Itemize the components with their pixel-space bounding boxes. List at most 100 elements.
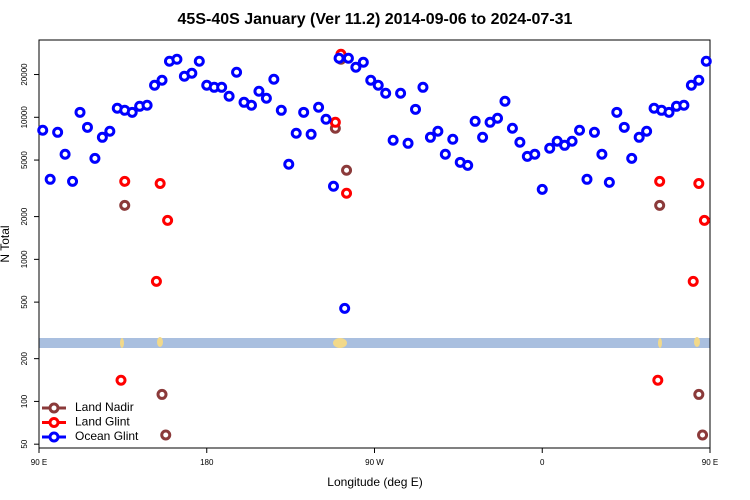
point xyxy=(154,177,166,189)
point xyxy=(216,81,228,93)
point xyxy=(150,275,162,287)
legend-label: Land Nadir xyxy=(75,400,134,414)
y-tick-label: 1000 xyxy=(20,250,29,268)
point xyxy=(611,106,623,118)
point xyxy=(697,429,709,441)
point xyxy=(283,158,295,170)
point xyxy=(89,152,101,164)
point xyxy=(387,134,399,146)
point xyxy=(654,175,666,187)
point xyxy=(402,137,414,149)
point xyxy=(341,187,353,199)
y-tick-label: 5000 xyxy=(20,151,29,169)
point xyxy=(253,85,265,97)
point xyxy=(268,73,280,85)
point xyxy=(652,374,664,386)
point xyxy=(231,66,243,78)
point xyxy=(432,125,444,137)
point xyxy=(44,173,56,185)
point xyxy=(424,131,436,143)
point xyxy=(693,388,705,400)
point xyxy=(126,106,138,118)
point xyxy=(156,74,168,86)
x-axis-label: Longitude (deg E) xyxy=(327,475,422,489)
point xyxy=(506,122,518,134)
point xyxy=(74,106,86,118)
point xyxy=(693,177,705,189)
point xyxy=(439,148,451,160)
point xyxy=(52,126,64,138)
point xyxy=(119,199,131,211)
point xyxy=(469,115,481,127)
legend-marker xyxy=(48,402,60,414)
point xyxy=(372,79,384,91)
point xyxy=(260,92,272,104)
point xyxy=(633,131,645,143)
point xyxy=(305,128,317,140)
point xyxy=(313,101,325,113)
point xyxy=(492,112,504,124)
legend-marker xyxy=(48,431,60,443)
point xyxy=(685,79,697,91)
point xyxy=(81,121,93,133)
point xyxy=(67,175,79,187)
point xyxy=(462,159,474,171)
point xyxy=(514,136,526,148)
y-tick-label: 100 xyxy=(20,394,29,408)
legend-label: Ocean Glint xyxy=(75,429,139,443)
point xyxy=(186,67,198,79)
point xyxy=(104,125,116,137)
point xyxy=(160,429,172,441)
point xyxy=(410,103,422,115)
x-tick-label: 0 xyxy=(540,458,545,467)
point xyxy=(698,214,710,226)
point xyxy=(663,106,675,118)
legend-label: Land Glint xyxy=(75,415,130,429)
point xyxy=(59,148,71,160)
legend-marker xyxy=(48,417,60,428)
y-tick-label: 20000 xyxy=(20,63,29,86)
point xyxy=(395,87,407,99)
y-axis-label: N Total xyxy=(0,225,12,262)
point xyxy=(477,131,489,143)
x-tick-label: 90 E xyxy=(31,458,47,467)
point xyxy=(544,142,556,154)
y-tick-label: 50 xyxy=(20,439,29,448)
point xyxy=(581,173,593,185)
point xyxy=(529,148,541,160)
point xyxy=(687,275,699,287)
point xyxy=(149,79,161,91)
y-tick-label: 200 xyxy=(20,351,29,365)
point xyxy=(693,74,705,86)
y-tick-label: 10000 xyxy=(20,106,29,129)
point xyxy=(141,99,153,111)
point xyxy=(320,113,332,125)
point xyxy=(193,55,205,67)
point xyxy=(171,53,183,65)
point xyxy=(596,148,608,160)
point xyxy=(290,127,302,139)
point xyxy=(357,56,369,68)
x-tick-label: 180 xyxy=(200,458,214,467)
point xyxy=(339,302,351,314)
point xyxy=(626,152,638,164)
point xyxy=(566,135,578,147)
point xyxy=(618,121,630,133)
point xyxy=(329,116,341,128)
point xyxy=(536,183,548,195)
point xyxy=(417,81,429,93)
point xyxy=(350,61,362,73)
y-tick-label: 2000 xyxy=(20,207,29,225)
point xyxy=(156,388,168,400)
point xyxy=(327,180,339,192)
point xyxy=(333,52,345,64)
point xyxy=(342,52,354,64)
point xyxy=(162,214,174,226)
map-strip xyxy=(39,337,710,348)
point xyxy=(245,99,257,111)
chart-title: 45S-40S January (Ver 11.2) 2014-09-06 to… xyxy=(178,11,573,28)
point xyxy=(700,55,712,67)
point xyxy=(341,164,353,176)
y-tick-label: 500 xyxy=(20,295,29,309)
